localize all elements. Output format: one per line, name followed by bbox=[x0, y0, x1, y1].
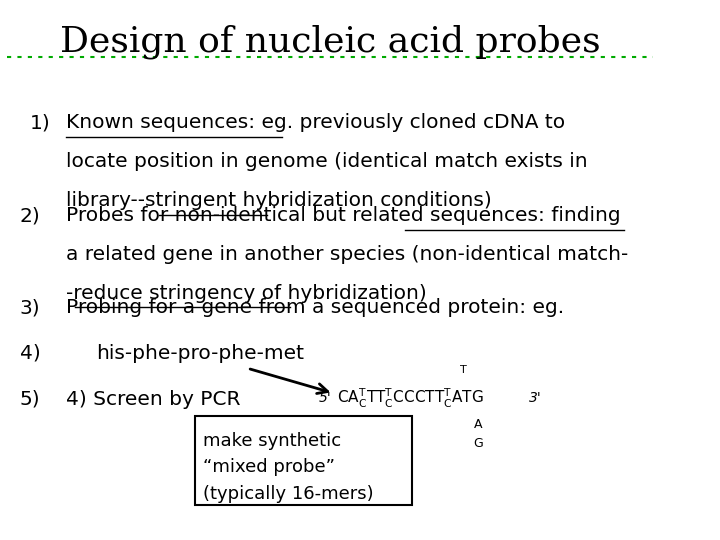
Text: Probes for non-identical but related sequences: finding: Probes for non-identical but related seq… bbox=[66, 206, 621, 225]
Text: T: T bbox=[460, 365, 467, 375]
Text: 3): 3) bbox=[19, 298, 40, 317]
Text: -reduce stringency of hybridization): -reduce stringency of hybridization) bbox=[66, 284, 427, 303]
Text: CA$_{\mathregular{C}}^{\mathregular{T}}$TT$_{\mathregular{C}}^{\mathregular{T}}$: CA$_{\mathregular{C}}^{\mathregular{T}}$… bbox=[336, 387, 483, 409]
Text: 5): 5) bbox=[19, 390, 40, 409]
Text: a related gene in another species (non-identical match-: a related gene in another species (non-i… bbox=[66, 245, 629, 264]
Text: Probing for a gene from a sequenced protein: eg.: Probing for a gene from a sequenced prot… bbox=[66, 298, 564, 317]
Text: G: G bbox=[474, 437, 483, 450]
Text: 4): 4) bbox=[19, 344, 40, 363]
Text: make synthetic
“mixed probe”
(typically 16-mers): make synthetic “mixed probe” (typically … bbox=[202, 432, 373, 503]
Text: Known sequences: eg. previously cloned cDNA to: Known sequences: eg. previously cloned c… bbox=[66, 113, 565, 132]
Text: his-phe-pro-phe-met: his-phe-pro-phe-met bbox=[96, 344, 304, 363]
Text: locate position in genome (identical match exists in: locate position in genome (identical mat… bbox=[66, 152, 588, 171]
Text: 1): 1) bbox=[30, 113, 50, 132]
Text: 3': 3' bbox=[529, 391, 542, 405]
Text: 4) Screen by PCR: 4) Screen by PCR bbox=[66, 390, 240, 409]
FancyBboxPatch shape bbox=[194, 416, 413, 505]
Text: 2): 2) bbox=[19, 206, 40, 225]
Text: 5': 5' bbox=[318, 391, 331, 405]
Text: library--stringent hybridization conditions): library--stringent hybridization conditi… bbox=[66, 191, 492, 210]
Text: A: A bbox=[474, 418, 482, 431]
Text: Design of nucleic acid probes: Design of nucleic acid probes bbox=[60, 24, 600, 59]
